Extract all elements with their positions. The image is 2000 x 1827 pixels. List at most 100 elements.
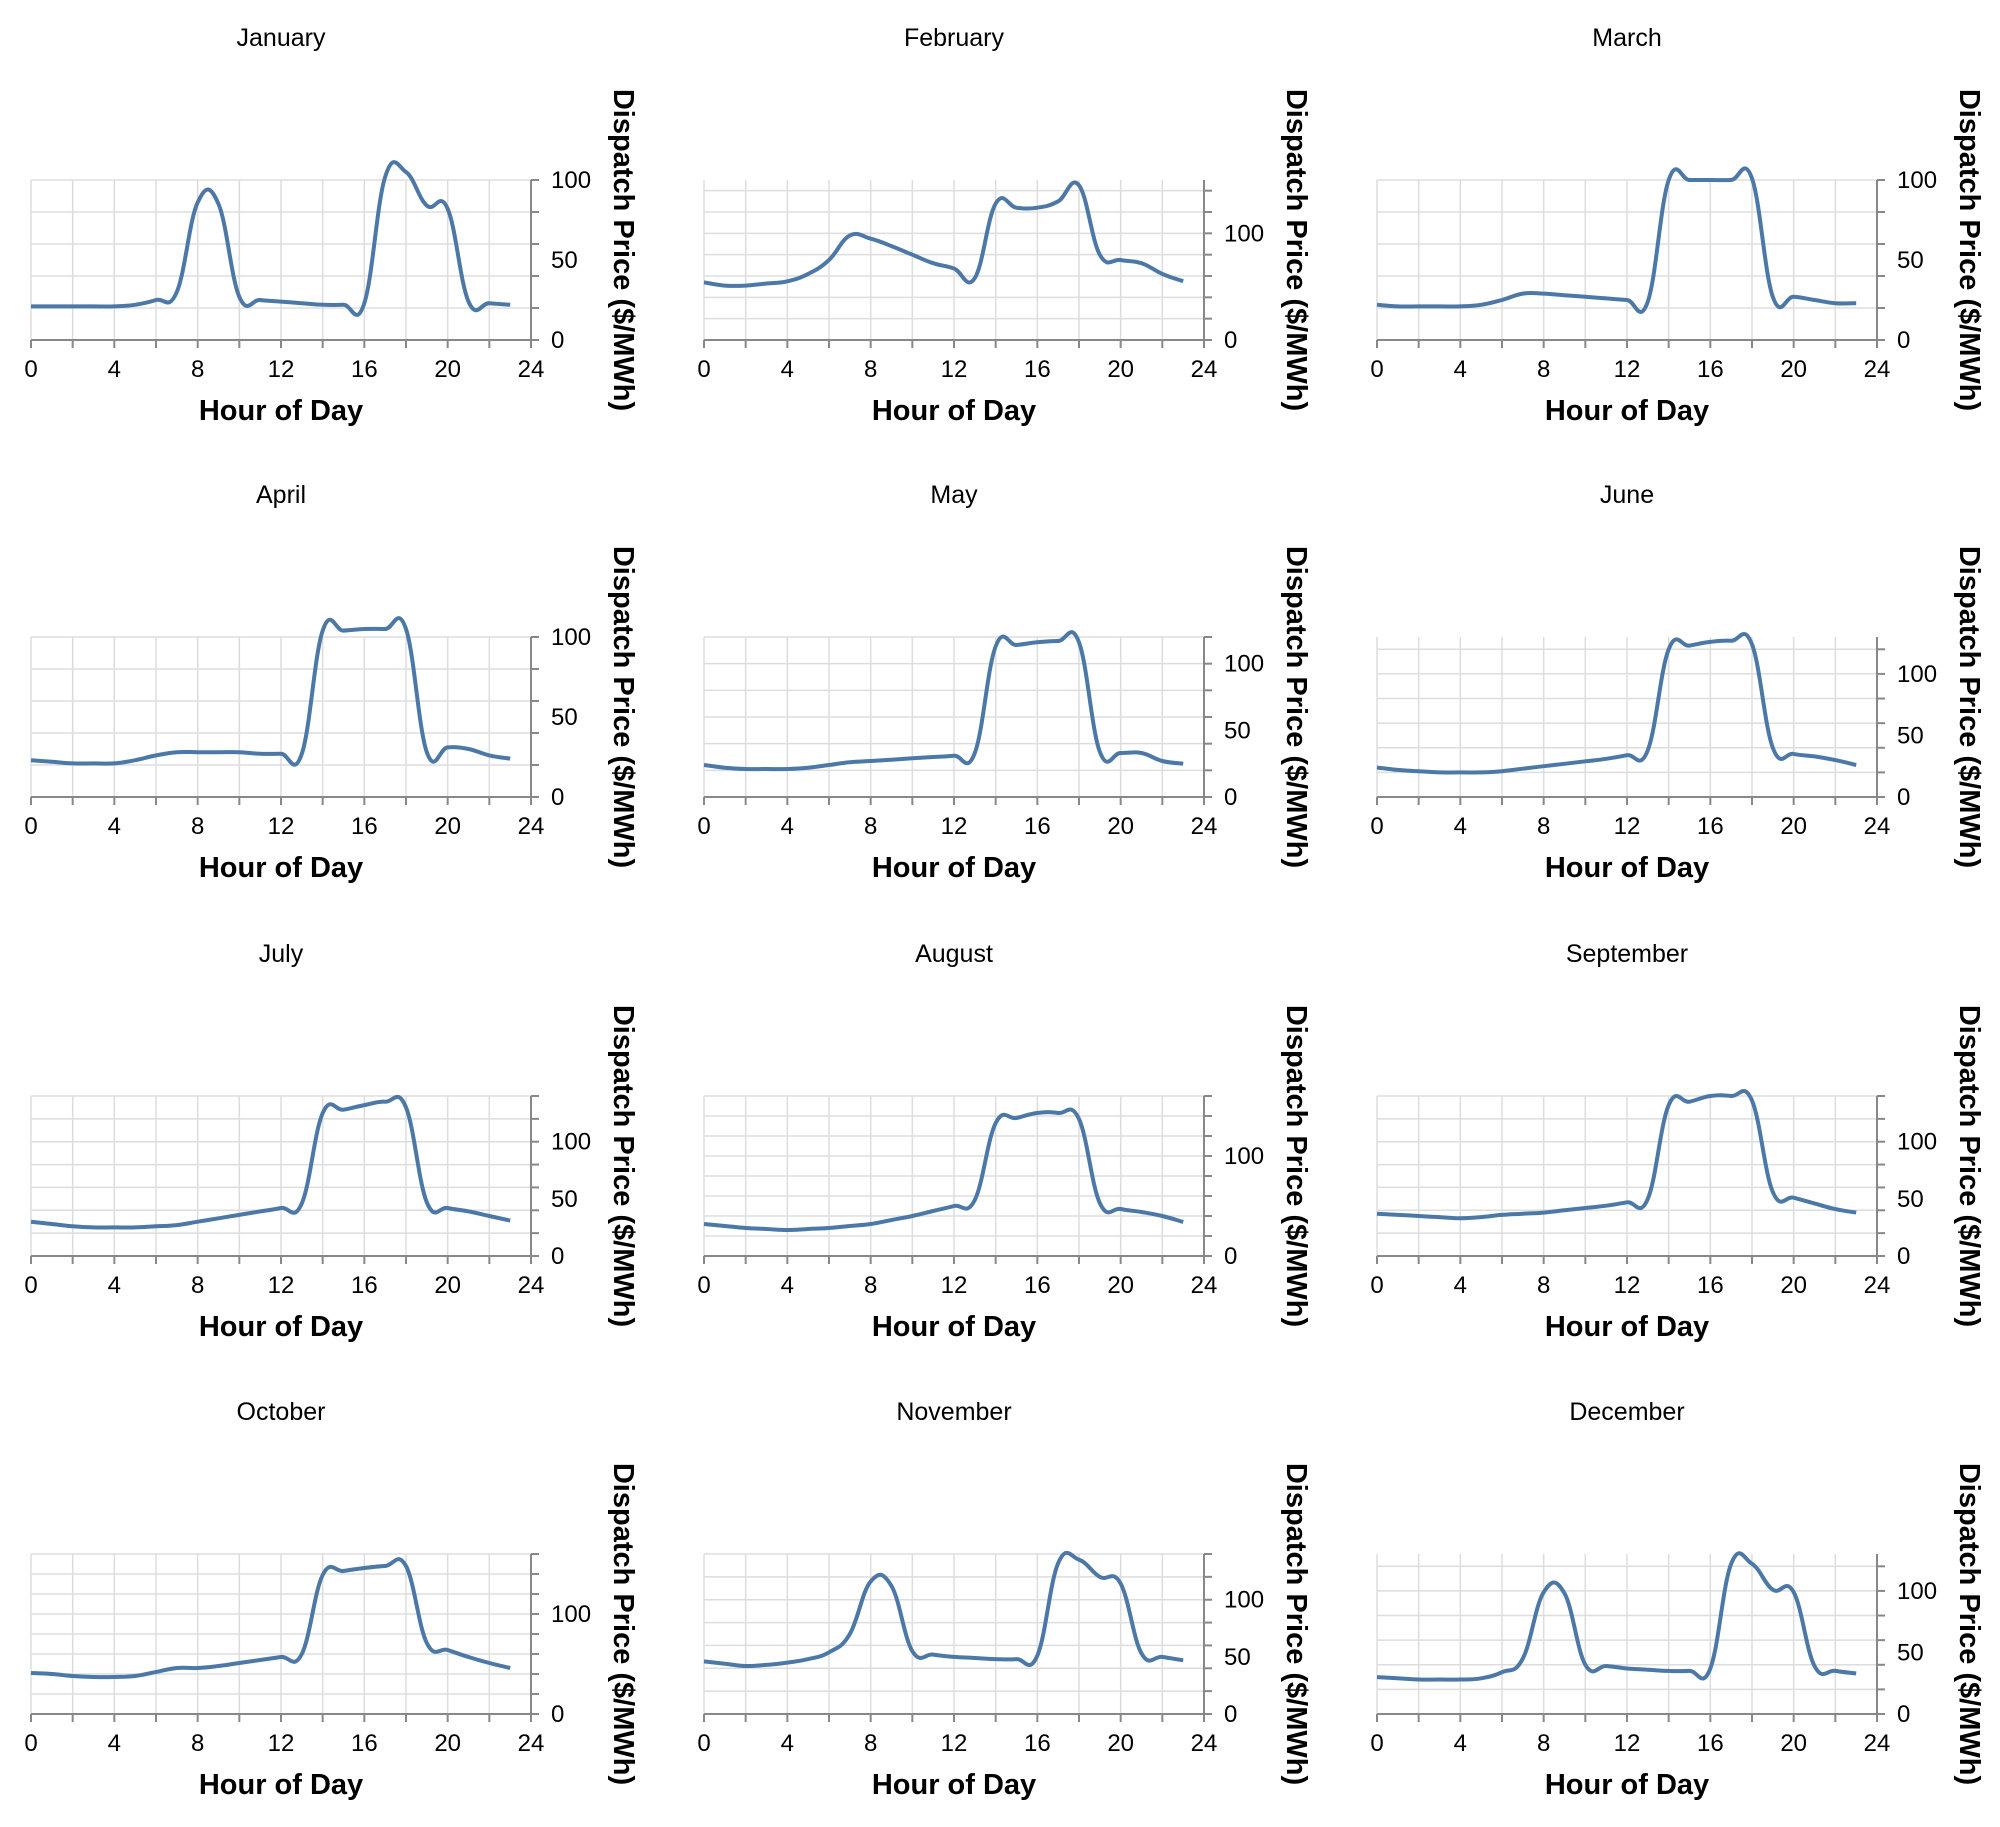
y-tick-label: 100 [551, 167, 591, 194]
data-point [237, 750, 241, 754]
data-point [1625, 298, 1629, 302]
y-tick-label: 100 [1224, 651, 1264, 678]
data-point [1604, 1664, 1608, 1668]
data-point [1813, 1664, 1817, 1668]
data-point [806, 1227, 810, 1231]
data-point [279, 1655, 283, 1659]
chart-title: March [1592, 24, 1661, 52]
data-point [1056, 639, 1060, 643]
data-point [1077, 1117, 1081, 1121]
y-tick-label: 100 [1897, 661, 1937, 688]
y-tick-label: 0 [551, 1243, 564, 1270]
data-point [383, 627, 387, 631]
data-point [1750, 1562, 1754, 1566]
data-point [1098, 750, 1102, 754]
x-tick-label: 24 [1191, 1730, 1218, 1757]
chart-title: August [915, 940, 993, 968]
x-tick-label: 8 [864, 813, 877, 840]
data-point [404, 1564, 408, 1568]
data-point [1181, 1658, 1185, 1662]
data-point [1458, 770, 1462, 774]
data-point [237, 1213, 241, 1217]
data-point [175, 290, 179, 294]
data-point [827, 258, 831, 262]
y-tick-label: 50 [1897, 1186, 1924, 1213]
data-point [1667, 1669, 1671, 1673]
data-point [806, 272, 810, 276]
data-point [196, 750, 200, 754]
x-tick-label: 20 [434, 356, 461, 383]
data-point [1015, 643, 1019, 647]
y-tick-label: 50 [1897, 247, 1924, 274]
data-point [1771, 295, 1775, 299]
data-point [723, 766, 727, 770]
data-point [1688, 644, 1692, 648]
data-point [1500, 298, 1504, 302]
data-point [300, 752, 304, 756]
data-point [383, 175, 387, 179]
x-tick-label: 4 [1454, 1730, 1467, 1757]
chart-title: July [259, 940, 304, 968]
data-point [848, 1224, 852, 1228]
data-point [1833, 1669, 1837, 1673]
x-tick-label: 24 [1864, 1272, 1891, 1299]
data-point [1417, 769, 1421, 773]
data-point [467, 1655, 471, 1659]
data-point [1396, 1213, 1400, 1217]
chart-title: November [896, 1398, 1011, 1426]
data-point [1583, 295, 1587, 299]
data-point [342, 629, 346, 633]
y-axis-title: Dispatch Price ($/MWh) [1280, 1005, 1312, 1327]
x-tick-label: 0 [1370, 356, 1383, 383]
data-point [723, 1224, 727, 1228]
x-tick-label: 12 [268, 813, 295, 840]
data-point [71, 304, 75, 308]
x-tick-label: 4 [1454, 356, 1467, 383]
x-axis-title: Hour of Day [199, 395, 363, 427]
x-tick-label: 12 [941, 1730, 968, 1757]
x-tick-label: 0 [24, 356, 37, 383]
y-axis-title: Dispatch Price ($/MWh) [1953, 546, 1985, 868]
data-point [1056, 199, 1060, 203]
data-point [196, 1220, 200, 1224]
data-point [1417, 1678, 1421, 1682]
x-axis-title: Hour of Day [872, 1769, 1036, 1801]
data-point [237, 1661, 241, 1665]
data-point [508, 757, 512, 761]
data-point [1542, 1211, 1546, 1215]
data-point [910, 756, 914, 760]
data-point [806, 766, 810, 770]
data-point [848, 1632, 852, 1636]
data-point [827, 1226, 831, 1230]
data-point [910, 1649, 914, 1653]
data-point [467, 300, 471, 304]
data-point [112, 1675, 116, 1679]
data-point [1375, 303, 1379, 307]
data-point [154, 1224, 158, 1228]
data-point [1119, 751, 1123, 755]
data-point [910, 253, 914, 257]
data-point [1729, 1094, 1733, 1098]
data-point [50, 760, 54, 764]
data-point [446, 207, 450, 211]
data-point [1479, 303, 1483, 307]
data-point [1604, 1204, 1608, 1208]
data-point [869, 759, 873, 763]
x-tick-label: 24 [518, 813, 545, 840]
x-axis-title: Hour of Day [199, 1769, 363, 1801]
y-axis-title: Dispatch Price ($/MWh) [1953, 89, 1985, 411]
x-tick-label: 20 [1780, 1730, 1807, 1757]
data-point [765, 1227, 769, 1231]
data-point [973, 1198, 977, 1202]
data-point [508, 1219, 512, 1223]
data-point [29, 1671, 33, 1675]
data-point [279, 752, 283, 756]
data-point [342, 1108, 346, 1112]
data-point [1688, 178, 1692, 182]
data-point [133, 303, 137, 307]
data-point [869, 1579, 873, 1583]
data-point [1035, 640, 1039, 644]
data-point [112, 1225, 116, 1229]
data-point [702, 763, 706, 767]
y-tick-label: 50 [1897, 1639, 1924, 1666]
